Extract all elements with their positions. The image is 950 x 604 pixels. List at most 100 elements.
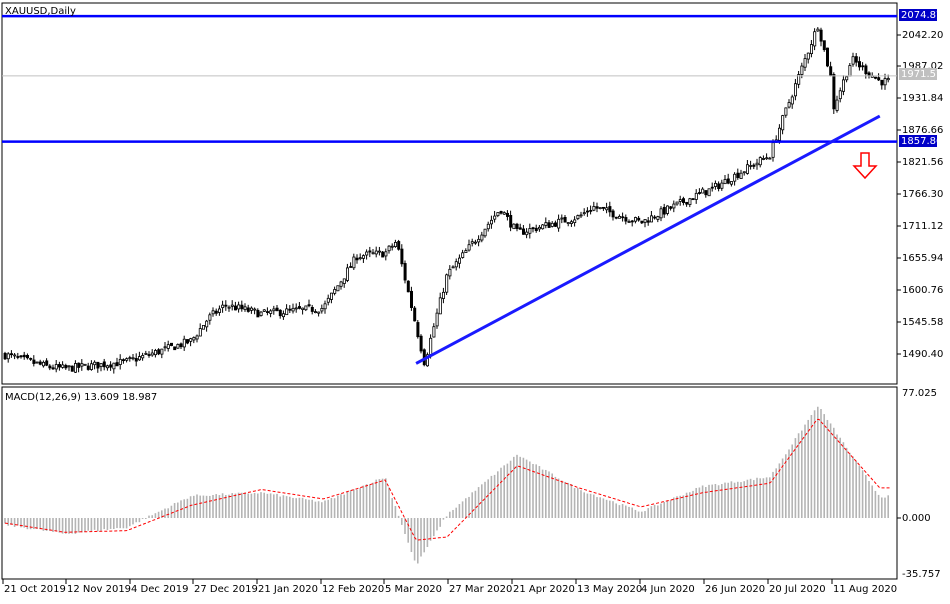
candle-body <box>285 308 289 316</box>
candle-body <box>746 164 750 174</box>
candle-body <box>112 362 116 370</box>
candle-body <box>736 172 740 178</box>
candle <box>550 221 554 228</box>
candle <box>51 364 55 371</box>
price-layer <box>2 14 897 374</box>
candle <box>301 307 305 315</box>
candle-body <box>826 47 830 67</box>
candle-body <box>771 142 775 158</box>
candle-body <box>349 266 353 268</box>
candle <box>723 175 727 185</box>
candle <box>64 363 68 370</box>
candle-body <box>134 358 138 362</box>
candle <box>669 205 673 211</box>
candle <box>182 335 186 351</box>
candle <box>675 201 679 206</box>
candle-body <box>144 352 148 355</box>
candle <box>493 210 497 223</box>
price-tick-label: 1876.66 <box>902 125 943 136</box>
candle-body <box>259 311 263 316</box>
candle-body <box>38 361 42 365</box>
candle <box>163 342 167 352</box>
candle <box>509 210 513 232</box>
candle <box>432 323 436 338</box>
candle-body <box>874 76 878 79</box>
candle <box>310 304 314 315</box>
candle-body <box>678 199 682 202</box>
candle <box>752 163 756 170</box>
candle <box>384 248 388 261</box>
candle-body <box>304 305 308 311</box>
candle-body <box>666 205 670 214</box>
candle <box>221 300 225 313</box>
candle <box>25 353 29 360</box>
candle <box>688 197 692 208</box>
candle <box>547 220 551 228</box>
candle-body <box>489 219 493 225</box>
candle <box>541 224 545 230</box>
price-axis: 2042.20 1987.02 1931.84 1876.66 1821.56 … <box>897 30 943 360</box>
candle <box>291 303 295 314</box>
candle <box>486 221 490 232</box>
candle-body <box>192 337 196 341</box>
candle-body <box>819 29 823 42</box>
candle-body <box>438 297 442 315</box>
candle <box>371 249 375 255</box>
time-tick-label: 21 Apr 2020 <box>513 584 575 595</box>
time-tick-label: 21 Oct 2019 <box>4 584 66 595</box>
candle-body <box>169 342 173 346</box>
candle-body <box>288 308 292 311</box>
candle <box>249 306 253 314</box>
candle <box>185 339 189 345</box>
candle <box>835 95 839 113</box>
candle-body <box>125 358 129 361</box>
candle-body <box>650 215 654 223</box>
macd-tick-label: -35.757 <box>902 569 941 580</box>
candle <box>826 47 830 68</box>
candle <box>720 179 724 191</box>
candle-body <box>618 216 622 219</box>
candle <box>518 223 522 230</box>
candle-body <box>102 361 106 368</box>
macd-panel-title: MACD(12,26,9) 13.609 18.987 <box>5 392 157 403</box>
candle <box>217 305 221 316</box>
candle-body <box>425 354 429 367</box>
candle-body <box>182 338 186 348</box>
candle <box>153 348 157 358</box>
candle-body <box>531 227 535 230</box>
candle <box>425 352 429 367</box>
candle-body <box>74 363 78 373</box>
candle-body <box>854 56 858 63</box>
candle-body <box>160 348 164 355</box>
candle <box>742 171 746 176</box>
candle <box>483 228 487 238</box>
candle-body <box>787 102 791 108</box>
candle <box>621 212 625 222</box>
candle-body <box>570 221 574 224</box>
candle-body <box>522 228 526 235</box>
candle <box>35 361 39 364</box>
candle <box>845 76 849 83</box>
candle-body <box>486 223 490 230</box>
candle-body <box>224 304 228 307</box>
candle <box>403 260 407 284</box>
price-tick-label: 1490.40 <box>902 349 943 360</box>
candle-body <box>246 307 250 312</box>
candle-body <box>608 206 612 213</box>
candle-body <box>614 216 618 219</box>
candle-body <box>822 40 826 51</box>
candle <box>102 358 106 371</box>
candle <box>656 215 660 223</box>
candle-body <box>211 310 215 315</box>
candle <box>233 301 237 311</box>
candle-body <box>291 307 295 312</box>
candle <box>32 355 36 367</box>
candle-body <box>339 281 343 287</box>
candle-body <box>435 312 439 327</box>
candle <box>230 300 234 311</box>
price-tick-label: 1600.76 <box>902 285 943 296</box>
candle-body <box>403 263 407 281</box>
candle-body <box>93 361 97 366</box>
candle-body <box>393 242 397 247</box>
candle-body <box>621 216 625 219</box>
